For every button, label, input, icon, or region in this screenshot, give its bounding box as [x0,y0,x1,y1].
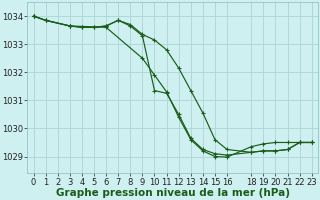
X-axis label: Graphe pression niveau de la mer (hPa): Graphe pression niveau de la mer (hPa) [56,188,290,198]
